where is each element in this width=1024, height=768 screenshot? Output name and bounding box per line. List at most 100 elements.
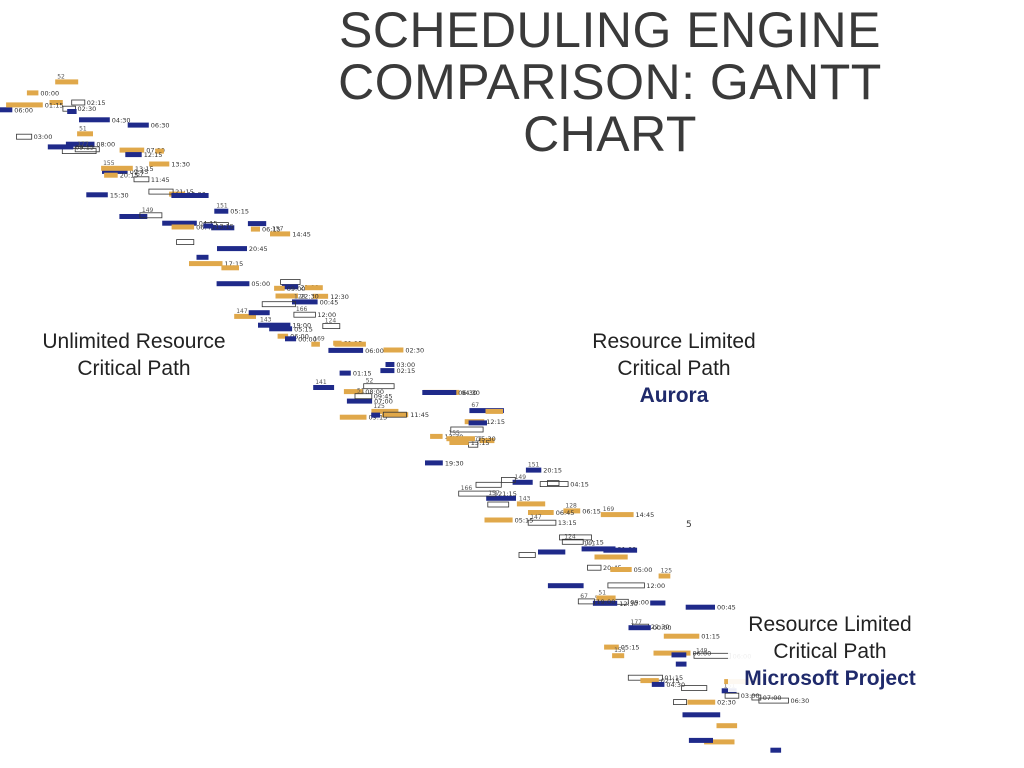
gantt-task-id: 155 [448, 430, 460, 437]
gantt-task-bar [486, 495, 516, 501]
gantt-task-time: 15:30 [110, 191, 129, 199]
gantt-task-time: 20:15 [543, 467, 562, 475]
gantt-task-time: 19:30 [445, 459, 464, 467]
gantt-task-bar [258, 322, 291, 328]
title-line-3: CHART [523, 106, 697, 162]
gantt-task-bar [577, 598, 595, 605]
gantt-task-bar [176, 239, 195, 246]
gantt-task-id: 157 [272, 225, 284, 232]
gantt-task-bar [280, 279, 301, 285]
gantt-task-bar [485, 408, 503, 414]
gantt-task-time: 13:15 [135, 165, 154, 173]
gantt-task-bar [250, 226, 260, 232]
gantt-task-time: 20:15 [120, 172, 139, 180]
gantt-task-time: 08:00 [365, 388, 384, 396]
gantt-task-bar [363, 383, 395, 390]
gantt-task-bar [221, 265, 239, 271]
stray-mark: 5 [686, 520, 692, 530]
gantt-task-bar [479, 438, 495, 444]
gantt-task-time: 15:30 [477, 435, 496, 443]
gantt-task-bar [528, 510, 554, 515]
gantt-task-bar [127, 122, 149, 128]
gantt-task-bar [547, 480, 560, 487]
gantt-task-time: 06:15 [262, 226, 281, 234]
gantt-task-time: 03:00 [741, 692, 760, 700]
gantt-task-time: 19:00 [292, 322, 311, 330]
gantt-task-bar [354, 393, 373, 400]
gantt-task-time: 02:30 [78, 105, 97, 113]
gantt-task-bar [525, 467, 542, 473]
gantt-task-time: 01:15 [701, 633, 720, 641]
gantt-task-bar [102, 168, 128, 174]
gantt-task-time: 13:30 [171, 161, 190, 169]
gantt-task-bar [343, 389, 364, 395]
gantt-task-time: 21:15 [175, 188, 194, 196]
gantt-task-time: 12:15 [144, 151, 163, 159]
gantt-task-bar [61, 148, 97, 155]
gantt-task-bar [248, 310, 270, 316]
gantt-task-bar [371, 412, 381, 418]
gantt-task-time: 05:00 [634, 566, 653, 574]
gantt-task-bar [592, 600, 618, 606]
gantt-task-bar [269, 326, 293, 332]
title-line-1: SCHEDULING ENGINE [339, 2, 881, 58]
gantt-task-bar [196, 254, 209, 260]
gantt-task-bar [189, 261, 223, 267]
gantt-task-bar [650, 600, 666, 606]
gantt-task-bar [0, 107, 13, 113]
label-unlimited-resource: Unlimited Resource Critical Path [30, 328, 238, 382]
gantt-task-time: 06:30 [791, 697, 810, 705]
gantt-task-time: 00:45 [320, 298, 339, 306]
gantt-task-id: 67 [136, 171, 144, 178]
gantt-task-time: 01:15 [353, 370, 372, 378]
gantt-task-id: 155 [103, 160, 115, 167]
gantt-task-bar [211, 225, 235, 231]
gantt-task-bar [751, 694, 762, 701]
gantt-task-bar [770, 747, 782, 753]
gantt-task-time: 02:15 [87, 99, 106, 107]
gantt-task-bar [381, 412, 409, 418]
gantt-task-time: 05:15 [621, 644, 640, 652]
gantt-task-time: 06:00 [14, 106, 33, 114]
gantt-task-id: 147 [236, 308, 248, 315]
gantt-task-bar [385, 362, 395, 367]
gantt-task-id: 151 [216, 203, 228, 210]
gantt-task-bar [547, 583, 584, 589]
gantt-task-id: 67 [471, 402, 479, 409]
gantt-task-time: 03:00 [34, 133, 53, 141]
label-msp-line1: Resource Limited [748, 613, 912, 636]
gantt-task-time: 08:00 [96, 141, 115, 149]
gantt-task-bar [270, 231, 291, 237]
gantt-task-time: 01:15 [45, 101, 64, 109]
gantt-task-bar [687, 699, 716, 705]
gantt-task-time: 06:30 [151, 122, 170, 130]
gantt-task-bar [382, 411, 407, 418]
gantt-task-bar [458, 490, 497, 497]
gantt-task-bar [716, 723, 738, 729]
gantt-task-time: 21:15 [498, 490, 517, 498]
gantt-task-time: 11:45 [410, 411, 429, 419]
gantt-task-time: 13:15 [471, 439, 490, 447]
label-aurora: Resource Limited Critical Path Aurora [575, 328, 773, 409]
title-line-2: COMPARISON: GANTT [338, 54, 882, 110]
gantt-task-time: 00:00 [298, 335, 317, 343]
label-aurora-line1: Resource Limited [592, 330, 756, 353]
gantt-task-time: 04:30 [666, 681, 685, 689]
gantt-task-time: 09:00 [630, 598, 649, 606]
gantt-task-bar [171, 193, 209, 198]
gantt-task-id: 155 [614, 647, 626, 654]
gantt-task-bar [383, 347, 404, 353]
gantt-task-time: 06:00 [290, 333, 309, 341]
gantt-task-bar [79, 117, 110, 123]
gantt-task-bar [304, 285, 323, 291]
gantt-task-time: 07:00 [374, 398, 393, 406]
gantt-task-id: 141 [315, 379, 327, 386]
gantt-task-bar [610, 567, 632, 572]
gantt-task-id: 124 [564, 533, 576, 540]
gantt-task-bar [651, 681, 665, 687]
gantt-task-bar [125, 152, 142, 158]
gantt-task-bar [539, 481, 569, 488]
gantt-task-id: 124 [325, 318, 337, 325]
gantt-task-id: 125 [373, 403, 385, 410]
